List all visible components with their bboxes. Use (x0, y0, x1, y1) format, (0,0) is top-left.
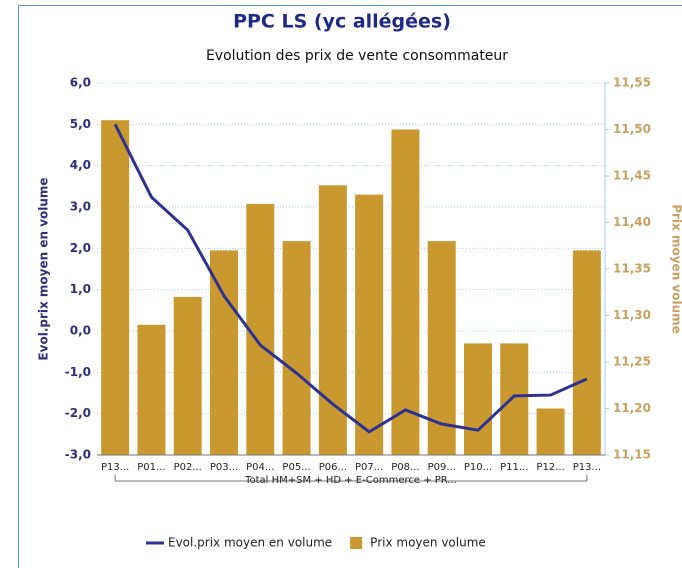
x-tick-label: P07... (355, 462, 383, 473)
x-tick-label: P12... (536, 462, 564, 473)
y2-tick-label: 11,40 (613, 215, 651, 229)
chart-subtitle: Evolution des prix de vente consommateur (206, 48, 508, 64)
y2-tick-label: 11,45 (613, 169, 651, 183)
legend-swatch (350, 537, 363, 549)
y-tick-label: -3,0 (65, 448, 91, 462)
bar (355, 194, 384, 455)
x-tick-label: P13... (101, 462, 129, 473)
y2-axis-title: Prix moyen volume (670, 204, 682, 334)
bar (536, 408, 565, 455)
bar (101, 120, 130, 455)
bar (318, 185, 347, 456)
legend-label: Evol.prix moyen en volume (168, 536, 332, 550)
y2-tick-label: 11,55 (613, 76, 651, 90)
frame (18, 5, 682, 568)
bar (391, 129, 420, 455)
y-tick-label: 1,0 (70, 282, 91, 296)
y2-tick-label: 11,30 (613, 308, 651, 322)
group-bracket (114, 475, 588, 482)
y2-tick-label: 11,35 (613, 262, 651, 276)
x-tick-label: P03... (210, 462, 238, 473)
x-tick-label: P01... (137, 462, 165, 473)
bar (464, 343, 492, 455)
y2-tick-label: 11,50 (613, 122, 651, 136)
y-tick-label: 0,0 (70, 324, 91, 338)
x-tick-label: P08... (391, 462, 419, 473)
y2-tick-label: 11,15 (613, 448, 651, 462)
x-tick-label: P10... (464, 462, 492, 473)
y-tick-label: 6,0 (70, 76, 91, 90)
bar (137, 324, 166, 455)
x-tick-label: P13... (573, 462, 601, 473)
chart-title: PPC LS (yc allégées) (233, 11, 451, 33)
y-tick-label: -1,0 (65, 365, 91, 379)
y-tick-label: 2,0 (70, 241, 91, 255)
y2-tick-label: 11,20 (613, 401, 651, 415)
y-tick-label: -2,0 (65, 406, 91, 420)
bar (572, 250, 601, 455)
x-tick-label: P02... (174, 462, 202, 473)
bar (173, 296, 202, 455)
x-tick-label: P06... (319, 462, 347, 473)
y2-tick-label: 11,25 (613, 355, 651, 369)
line (113, 123, 588, 434)
x-tick-label: P05... (282, 462, 310, 473)
legend-label: Prix moyen volume (370, 536, 486, 550)
y-axis-title: Evol.prix moyen en volume (37, 177, 51, 360)
bar (500, 343, 529, 455)
y-tick-label: 4,0 (70, 158, 91, 172)
x-tick-label: P11... (500, 462, 528, 473)
y-tick-label: 5,0 (70, 117, 91, 131)
bar (210, 250, 238, 455)
x-tick-label: P04... (246, 462, 274, 473)
x-tick-label: P09... (428, 462, 456, 473)
y-tick-label: 3,0 (70, 200, 91, 214)
group-label: Total HM+SM + HD + E-Commerce + PR... (244, 475, 457, 486)
bar (246, 203, 275, 455)
bar (282, 241, 311, 455)
